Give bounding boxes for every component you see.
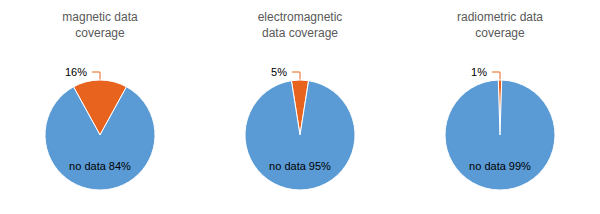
svg-text:coverage: coverage	[75, 26, 125, 40]
svg-text:no data 84%: no data 84%	[69, 160, 131, 172]
svg-text:coverage: coverage	[475, 26, 525, 40]
svg-text:no data 95%: no data 95%	[269, 160, 331, 172]
svg-text:16%: 16%	[65, 66, 87, 78]
svg-text:5%: 5%	[271, 66, 287, 78]
svg-text:no data 99%: no data 99%	[469, 160, 531, 172]
svg-text:magnetic data: magnetic data	[62, 10, 138, 24]
svg-text:radiometric data: radiometric data	[457, 10, 543, 24]
svg-text:data coverage: data coverage	[262, 26, 338, 40]
svg-text:electromagnetic: electromagnetic	[258, 10, 343, 24]
svg-text:1%: 1%	[471, 66, 487, 78]
